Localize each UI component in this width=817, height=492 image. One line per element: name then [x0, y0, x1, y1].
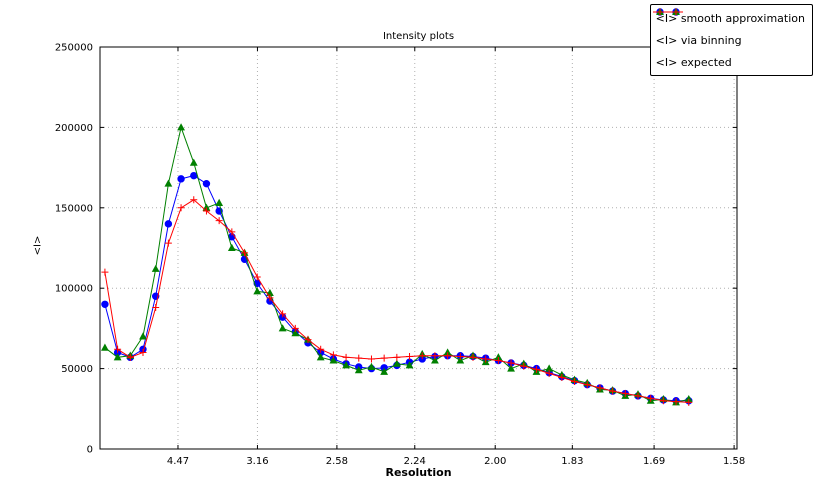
x-tick-label: 3.16 — [246, 456, 268, 467]
y-tick-label: 50000 — [61, 364, 93, 375]
x-tick-label: 1.69 — [643, 456, 665, 467]
y-tick-label: 200000 — [55, 123, 93, 134]
x-axis-label: Resolution — [385, 466, 452, 479]
x-tick-label: 1.83 — [561, 456, 583, 467]
legend: <I> smooth approximation <I> via binning… — [649, 4, 813, 76]
x-tick-label: 2.24 — [404, 456, 426, 467]
legend-label: <I> smooth approximation — [655, 11, 805, 25]
y-tick-label: 250000 — [55, 43, 93, 54]
x-tick-label: 2.58 — [326, 456, 348, 467]
x-tick-label: 4.47 — [167, 456, 189, 467]
x-tick-label: 2.00 — [484, 456, 506, 467]
y-axis-label: <I> — [32, 235, 44, 256]
legend-marker-expected-icon — [652, 8, 683, 16]
series-i-via-binning — [101, 123, 693, 406]
y-tick-labels: 0 50000 100000 150000 200000 250000 — [55, 43, 93, 456]
legend-label: <I> expected — [655, 55, 732, 69]
y-tick-label: 150000 — [55, 203, 93, 214]
y-tick-label: 0 — [87, 445, 93, 456]
tick-marks — [100, 46, 737, 450]
series-i-expected — [101, 196, 693, 406]
x-tick-label: 1.58 — [723, 456, 745, 467]
x-tick-labels: 4.47 3.16 2.58 2.24 2.00 1.83 1.69 1.58 — [167, 456, 745, 467]
y-tick-label: 100000 — [55, 284, 93, 295]
legend-label: <I> via binning — [655, 33, 742, 47]
chart-title: Intensity plots — [382, 31, 455, 42]
legend-item-via-binning: <I> via binning — [652, 7, 805, 51]
legend-item-expected: <I> expected — [652, 8, 805, 73]
grid-layer — [100, 47, 737, 449]
axes-frame — [99, 46, 738, 450]
